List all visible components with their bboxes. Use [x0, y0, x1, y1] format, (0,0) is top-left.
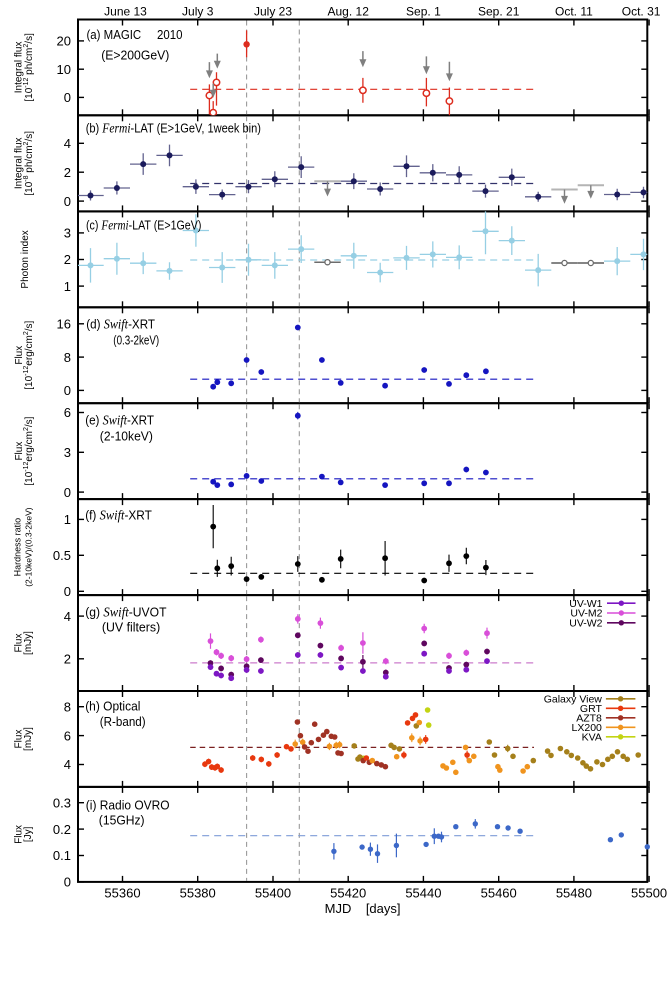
svg-text:0.1: 0.1 [53, 848, 71, 863]
svg-text:AZT8: AZT8 [576, 712, 602, 724]
svg-text:(UV filters): (UV filters) [102, 619, 160, 634]
svg-text:Oct. 31: Oct. 31 [622, 4, 661, 18]
svg-text:16: 16 [57, 317, 71, 332]
svg-text:(2-10keV)/(0.3-2keV): (2-10keV)/(0.3-2keV) [24, 507, 34, 587]
svg-text:1: 1 [64, 512, 71, 527]
svg-text:1: 1 [64, 279, 71, 294]
svg-text:0: 0 [64, 485, 71, 500]
svg-text:July 3: July 3 [182, 4, 214, 18]
svg-text:(g) Swift-UVOT: (g) Swift-UVOT [85, 604, 166, 619]
svg-text:(c) Fermi-LAT (E>1GeV): (c) Fermi-LAT (E>1GeV) [86, 218, 201, 233]
svg-text:[mJy]: [mJy] [23, 631, 34, 655]
svg-text:June 13: June 13 [104, 4, 147, 18]
svg-text:(R-band): (R-band) [100, 714, 146, 729]
svg-text:[mJy]: [mJy] [23, 727, 34, 751]
svg-text:0: 0 [64, 383, 71, 398]
svg-text:0: 0 [64, 194, 71, 209]
svg-text:55380: 55380 [180, 886, 216, 901]
svg-text:LX200: LX200 [572, 722, 603, 734]
svg-text:Flux: Flux [14, 825, 25, 844]
svg-text:Sep. 1: Sep. 1 [406, 4, 441, 18]
svg-text:0.5: 0.5 [53, 548, 71, 563]
svg-text:6: 6 [64, 405, 71, 420]
svg-text:[10-8 ph/cm2/s]: [10-8 ph/cm2/s] [23, 131, 35, 196]
svg-text:UV-W2: UV-W2 [569, 617, 602, 629]
svg-text:Photon index: Photon index [20, 230, 31, 288]
svg-text:6: 6 [64, 728, 71, 743]
svg-text:0.2: 0.2 [53, 822, 71, 837]
svg-text:55440: 55440 [405, 886, 441, 901]
svg-text:MJD [days]: MJD [days] [325, 901, 401, 916]
svg-text:55420: 55420 [330, 886, 366, 901]
svg-text:UV-M2: UV-M2 [570, 608, 602, 620]
svg-text:(e) Swift-XRT: (e) Swift-XRT [85, 413, 154, 428]
svg-text:(E>200GeV): (E>200GeV) [101, 47, 169, 62]
svg-text:Flux: Flux [14, 730, 25, 749]
svg-text:(h) Optical: (h) Optical [85, 698, 140, 713]
svg-text:4: 4 [64, 136, 71, 151]
svg-text:(d) Swift-XRT: (d) Swift-XRT [86, 316, 155, 331]
svg-text:(15GHz): (15GHz) [99, 812, 145, 827]
svg-text:Aug. 12: Aug. 12 [328, 4, 370, 18]
svg-text:[Jy]: [Jy] [23, 826, 34, 842]
svg-text:KVA: KVA [582, 731, 602, 743]
svg-text:55500: 55500 [631, 886, 667, 901]
svg-text:4: 4 [64, 609, 71, 624]
svg-text:8: 8 [64, 699, 71, 714]
svg-text:2: 2 [64, 165, 71, 180]
svg-text:(f) Swift-XRT: (f) Swift-XRT [85, 508, 152, 523]
svg-text:0: 0 [64, 875, 71, 890]
svg-text:(a) MAGIC 2010: (a) MAGIC 2010 [87, 27, 183, 42]
svg-text:55460: 55460 [481, 886, 517, 901]
svg-text:8: 8 [64, 350, 71, 365]
svg-text:July 23: July 23 [254, 4, 292, 18]
svg-text:Flux: Flux [14, 442, 25, 461]
svg-text:Integral flux: Integral flux [14, 137, 25, 189]
svg-text:20: 20 [57, 34, 71, 49]
svg-text:(i) Radio OVRO: (i) Radio OVRO [86, 797, 170, 812]
svg-text:(2-10keV): (2-10keV) [100, 428, 153, 443]
svg-text:GRT: GRT [580, 703, 603, 715]
svg-text:Sep. 21: Sep. 21 [478, 4, 520, 18]
svg-text:55360: 55360 [104, 886, 140, 901]
svg-text:(b) Fermi-LAT (E>1GeV, 1week b: (b) Fermi-LAT (E>1GeV, 1week bin) [86, 121, 261, 136]
svg-text:[10-12 ph/cm2/s]: [10-12 ph/cm2/s] [23, 33, 35, 102]
svg-text:(0.3-2keV): (0.3-2keV) [113, 332, 159, 347]
svg-text:2: 2 [64, 252, 71, 267]
svg-text:UV-W1: UV-W1 [569, 598, 602, 610]
svg-text:Oct. 11: Oct. 11 [555, 4, 593, 18]
svg-text:10: 10 [57, 62, 71, 77]
svg-text:Hardness ratio: Hardness ratio [13, 518, 23, 577]
svg-text:55400: 55400 [255, 886, 291, 901]
svg-text:Galaxy View: Galaxy View [544, 693, 603, 705]
svg-text:2: 2 [64, 652, 71, 667]
svg-text:Integral flux: Integral flux [14, 42, 25, 94]
svg-text:4: 4 [64, 757, 71, 772]
svg-text:0.3: 0.3 [53, 795, 71, 810]
svg-text:3: 3 [64, 226, 71, 241]
svg-text:Flux: Flux [14, 634, 25, 653]
svg-text:Flux: Flux [14, 346, 25, 365]
svg-text:55480: 55480 [556, 886, 592, 901]
svg-text:3: 3 [64, 445, 71, 460]
svg-text:0: 0 [64, 584, 71, 599]
svg-text:0: 0 [64, 90, 71, 105]
svg-text:[10-12erg/cm2/s]: [10-12erg/cm2/s] [23, 416, 35, 485]
svg-text:[10-12erg/cm2/s]: [10-12erg/cm2/s] [23, 320, 35, 389]
